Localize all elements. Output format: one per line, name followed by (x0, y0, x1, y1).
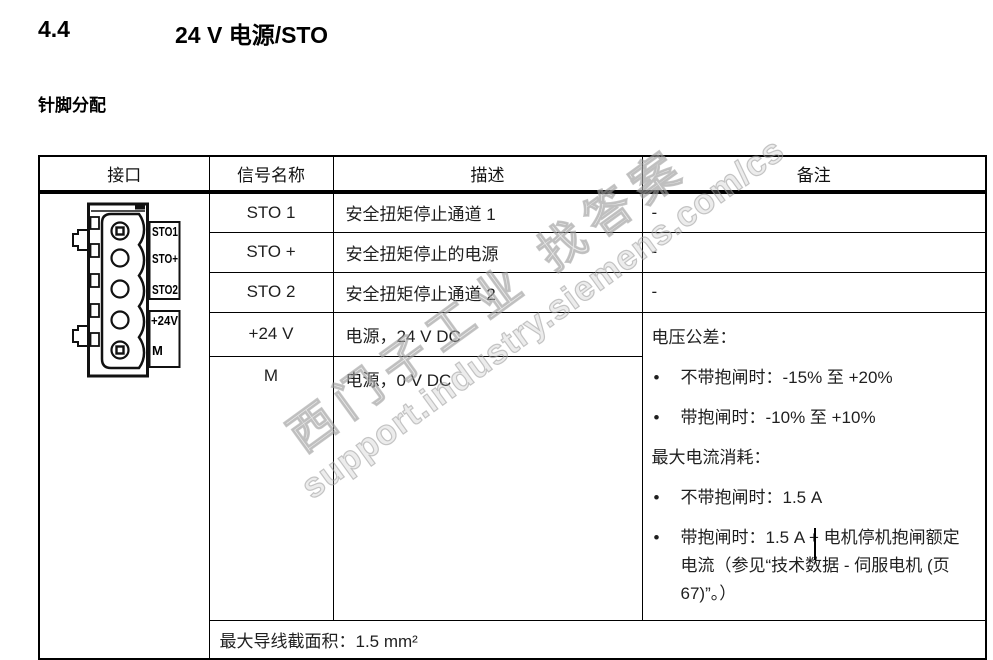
connector-slot (89, 332, 100, 347)
col-header-remark: 备注 (641, 155, 987, 194)
connector-notch (135, 205, 145, 210)
remarks-bullet: 带抱闸时：1.5 A + 电机停机抱闸额定电流（参见“技术数据 - 伺服电机 (… (652, 524, 974, 608)
connector-tab-bottom (72, 325, 89, 347)
connector-label-m: M (152, 343, 163, 358)
remarks-current-heading: 最大电流消耗： (651, 447, 771, 467)
bullet-text: 不带抱闸时：1.5 A (680, 487, 823, 507)
signal-24v: +24 V (208, 311, 334, 357)
remarks-bullet: 不带抱闸时：1.5 A (652, 484, 974, 512)
bullet-text: 带抱闸时：1.5 A + 电机停机抱闸额定电流（参见“技术数据 - 伺服电机 (… (680, 527, 960, 603)
remark-sto-plus: - (641, 231, 987, 273)
row-sto-plus: STO + 安全扭矩停止的电源 - (39, 231, 987, 273)
connector-label-24v: +24V (151, 313, 178, 328)
pin-circle-4 (110, 310, 130, 330)
manual-page: { "page": { "section_number": "4.4", "se… (0, 0, 993, 639)
desc-sto2: 安全扭矩停止通道 2 (332, 271, 643, 313)
pin-square-5 (115, 345, 125, 355)
pin-assignment-table: 接口 信号名称 描述 备注 (38, 155, 987, 660)
pin-square-1 (115, 226, 125, 236)
signal-m: M (208, 355, 334, 621)
text-caret (814, 528, 816, 560)
desc-m: 电源，0 V DC (332, 355, 643, 621)
section-number: 4.4 (38, 16, 70, 42)
col-header-description: 描述 (332, 155, 643, 194)
pin-assignment-subheading: 针脚分配 (38, 96, 106, 115)
connector-cell: STO1 STO+ STO2 +24V M (38, 191, 210, 660)
connector-tab-top (72, 229, 89, 251)
remarks-bullet: 带抱闸时：-10% 至 +10% (652, 404, 974, 432)
signal-sto1: STO 1 (208, 191, 334, 233)
col-header-signal-name: 信号名称 (208, 155, 334, 194)
connector-drawing: STO1 STO+ STO2 +24V M (72, 202, 181, 378)
remarks-block: 电压公差： 不带抱闸时：-15% 至 +20% 带抱闸时：-10% 至 +10%… (641, 311, 987, 621)
remarks-bullet: 不带抱闸时：-15% 至 +20% (652, 364, 974, 392)
connector-label-sto2: STO2 (152, 282, 178, 297)
connector-label-sto-plus: STO+ (152, 251, 178, 266)
row-24v: +24 V 电源，24 V DC 电压公差： 不带抱闸时：-15% 至 +20%… (39, 311, 987, 621)
section-heading: 4.4 24 V 电源/STO (38, 16, 328, 50)
connector-slot (89, 303, 100, 318)
desc-sto-plus: 安全扭矩停止的电源 (332, 231, 643, 273)
bullet-text: 不带抱闸时：-15% 至 +20% (680, 367, 893, 387)
pin-circle-2 (110, 248, 130, 268)
connector-slot (89, 216, 100, 230)
connector-slot (89, 243, 100, 258)
bullet-text: 带抱闸时：-10% 至 +10% (680, 407, 876, 427)
header-row: 接口 信号名称 描述 备注 (38, 155, 987, 194)
desc-sto1: 安全扭矩停止通道 1 (332, 191, 643, 233)
connector-slot (89, 273, 100, 288)
label-box-power (148, 310, 181, 368)
pin-circle-3 (110, 279, 130, 299)
remark-sto2: - (641, 271, 987, 313)
remark-sto1: - (641, 191, 987, 233)
desc-24v: 电源，24 V DC (332, 311, 643, 357)
row-m: M 电源，0 V DC (39, 355, 986, 621)
page-title: 24 V 电源/STO (175, 22, 328, 48)
col-header-interface: 接口 (38, 155, 210, 194)
label-box-sto (148, 221, 181, 300)
row-sto1: STO1 STO+ STO2 +24V M STO 1 安全扭矩停止通道 1 - (38, 191, 987, 660)
row-sto2: STO 2 安全扭矩停止通道 2 - (39, 271, 987, 313)
max-wire-cross-section: 最大导线截面积：1.5 mm² (208, 619, 987, 660)
connector-label-sto1: STO1 (152, 224, 178, 239)
signal-sto2: STO 2 (208, 271, 334, 313)
remarks-voltage-heading: 电压公差： (651, 327, 737, 347)
signal-sto-plus: STO + (208, 231, 334, 273)
